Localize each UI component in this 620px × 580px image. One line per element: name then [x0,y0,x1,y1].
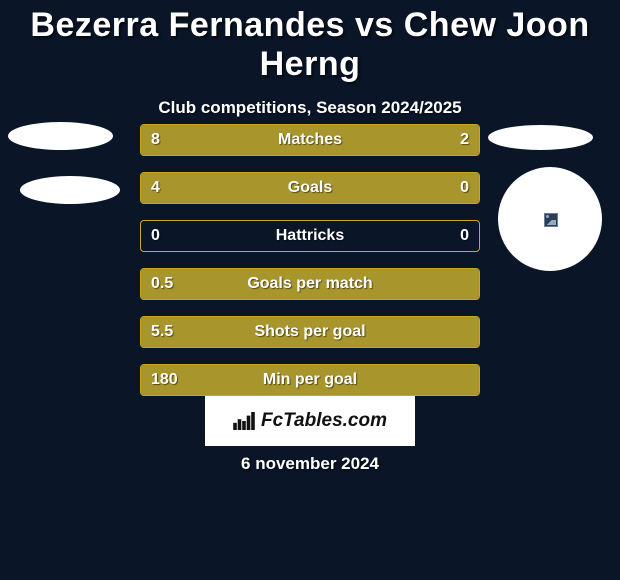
stat-row: 180Min per goal [140,364,480,396]
date-label: 6 november 2024 [0,454,620,474]
stat-row: 82Matches [140,124,480,156]
stat-row: 0.5Goals per match [140,268,480,300]
stat-row: 40Goals [140,172,480,204]
stat-label: Min per goal [141,365,479,395]
comparison-chart: 82Matches 40Goals 00Hattricks 0.5Goals per … [140,124,480,412]
brand-text: FcTables.com [261,410,387,432]
stat-row: 5.5Shots per goal [140,316,480,348]
stat-label: Hattricks [141,221,479,251]
stat-label: Matches [141,125,479,155]
stats-card: Bezerra Fernandes vs Chew Joon Herng Clu… [0,0,620,580]
decorative-ellipse [8,122,113,150]
bars-icon [233,412,255,430]
stat-row: 00Hattricks [140,220,480,252]
decorative-ellipse [20,176,120,204]
stat-label: Goals [141,173,479,203]
image-placeholder-icon [544,213,558,227]
stat-label: Shots per goal [141,317,479,347]
page-title: Bezerra Fernandes vs Chew Joon Herng [0,0,620,84]
stat-label: Goals per match [141,269,479,299]
decorative-ellipse [488,125,593,150]
brand-badge[interactable]: FcTables.com [205,396,415,446]
page-subtitle: Club competitions, Season 2024/2025 [0,98,620,118]
